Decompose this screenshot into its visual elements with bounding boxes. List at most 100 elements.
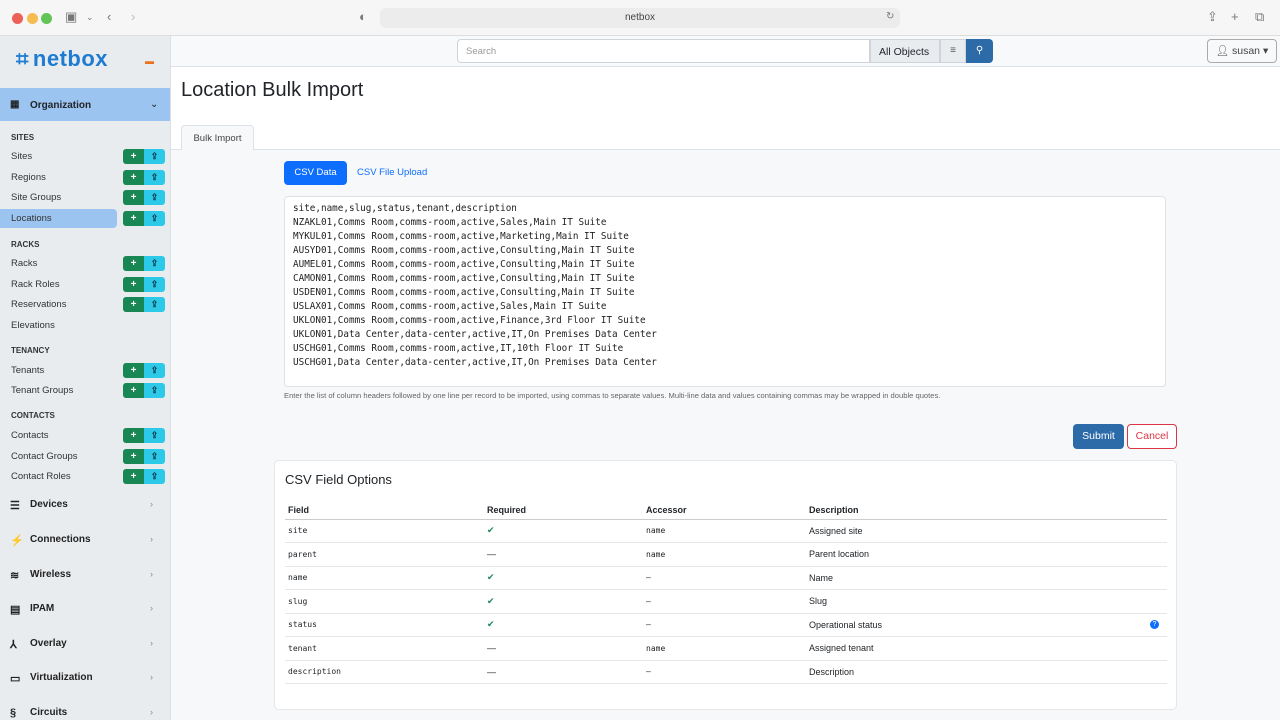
close-window-button[interactable] — [12, 13, 23, 24]
sidebar-item-regions[interactable]: Regions — [11, 172, 46, 183]
user-menu[interactable]: 👤︎ susan ▾ — [1207, 39, 1277, 63]
description-cell: Assigned site — [806, 519, 1167, 543]
add-icon[interactable]: + — [123, 363, 144, 378]
import-icon[interactable]: ⇪ — [144, 383, 165, 398]
sidebar: ⌗ netbox ▬ ▦ Organization ⌄ SITES Sites Reg… — [0, 36, 171, 720]
field-cell: name — [285, 566, 484, 590]
table-row: tenant — name Assigned tenant — [285, 636, 1167, 661]
caret-down-icon: ▾ — [1262, 45, 1269, 57]
import-icon[interactable]: ⇪ — [144, 170, 165, 185]
import-icon[interactable]: ⇪ — [144, 297, 165, 312]
new-tab-icon[interactable]: + — [1231, 9, 1239, 24]
user-icon: 👤︎ — [1215, 45, 1232, 57]
chevron-down-icon[interactable]: ⌄ — [86, 12, 94, 22]
add-icon[interactable]: + — [123, 211, 144, 226]
csv-data-textarea[interactable]: site,name,slug,status,tenant,description… — [284, 196, 1166, 387]
import-icon[interactable]: ⇪ — [144, 277, 165, 292]
chevron-down-icon: ⌄ — [150, 99, 159, 110]
url-bar[interactable]: netbox — [380, 8, 900, 28]
accessor-cell: — — [643, 589, 806, 614]
add-icon[interactable]: + — [123, 149, 144, 164]
add-icon[interactable]: + — [123, 297, 144, 312]
search-input[interactable]: Search — [457, 39, 870, 63]
sidebar-group-circuits[interactable]: § Circuits › — [10, 707, 153, 719]
reload-icon[interactable]: ↻ — [886, 11, 895, 22]
cancel-button[interactable]: Cancel — [1127, 424, 1177, 449]
add-icon[interactable]: + — [123, 428, 144, 443]
accessor-cell: — — [643, 660, 806, 684]
import-icon[interactable]: ⇪ — [144, 469, 165, 484]
minimize-window-button[interactable] — [27, 13, 38, 24]
sidebar-item-contact-groups[interactable]: Contact Groups — [11, 451, 78, 462]
sidebar-item-tenant-groups[interactable]: Tenant Groups — [11, 385, 74, 396]
column-header: Field — [285, 501, 484, 520]
sidebar-item-contact-roles[interactable]: Contact Roles — [11, 471, 71, 482]
help-icon[interactable]: ? — [1150, 619, 1159, 629]
add-icon[interactable]: + — [123, 449, 144, 464]
field-cell: slug — [285, 589, 484, 614]
import-icon[interactable]: ⇪ — [144, 211, 165, 226]
sidebar-item-racks[interactable]: Racks — [11, 258, 38, 269]
tab-overview-icon[interactable]: ⧉ — [1255, 9, 1265, 24]
server-icon: ☰ — [10, 500, 20, 512]
sidebar-group-overlay[interactable]: ⅄ Overlay › — [10, 638, 153, 651]
add-icon[interactable]: + — [123, 190, 144, 205]
item-actions: + ⇪ — [123, 297, 165, 312]
import-icon[interactable]: ⇪ — [144, 363, 165, 378]
item-actions: + ⇪ — [123, 363, 165, 378]
item-actions: + ⇪ — [123, 149, 165, 164]
tab-csv-data[interactable]: CSV Data — [284, 161, 347, 185]
import-icon[interactable]: ⇪ — [144, 190, 165, 205]
sidebar-item-rack-roles[interactable]: Rack Roles — [11, 279, 60, 290]
import-icon[interactable]: ⇪ — [144, 449, 165, 464]
add-icon[interactable]: + — [123, 469, 144, 484]
table-row: description — — Description — [285, 660, 1167, 684]
sidebar-item-site-groups[interactable]: Site Groups — [11, 192, 62, 203]
tab-bulk-import[interactable]: Bulk Import — [181, 125, 254, 150]
sidebar-item-contacts[interactable]: Contacts — [11, 430, 49, 441]
sidebar-item-locations[interactable]: Locations — [0, 209, 117, 228]
forward-icon[interactable]: › — [131, 9, 136, 24]
column-header: Accessor — [643, 501, 806, 520]
chevron-right-icon: › — [150, 569, 153, 579]
sidebar-group-devices[interactable]: ☰ Devices › — [10, 499, 153, 512]
sidebar-item-sites[interactable]: Sites — [11, 151, 33, 162]
add-icon[interactable]: + — [123, 277, 144, 292]
sidebar-group-ipam[interactable]: ▤ IPAM › — [10, 603, 153, 616]
column-header: Required — [484, 501, 643, 520]
chevron-right-icon: › — [150, 672, 153, 682]
tab-csv-file-upload[interactable]: CSV File Upload — [357, 167, 428, 178]
import-icon[interactable]: ⇪ — [144, 149, 165, 164]
sidebar-item-tenants[interactable]: Tenants — [11, 365, 45, 376]
share-icon[interactable]: ⇪ — [1207, 9, 1218, 24]
sidebar-toggle-icon[interactable]: ▣ — [65, 9, 78, 24]
search-scope-dropdown[interactable]: All Objects — [870, 39, 940, 63]
add-icon[interactable]: + — [123, 256, 144, 271]
search-button[interactable]: ⚲ — [966, 39, 993, 63]
chevron-right-icon: › — [150, 707, 153, 717]
add-icon[interactable]: + — [123, 383, 144, 398]
sidebar-item-elevations[interactable]: Elevations — [11, 320, 55, 331]
tab-divider — [171, 149, 1280, 150]
import-icon[interactable]: ⇪ — [144, 256, 165, 271]
chevron-right-icon: › — [150, 534, 153, 544]
sidebar-item-reservations[interactable]: Reservations — [11, 299, 67, 310]
filter-icon[interactable]: ≡ — [940, 39, 966, 63]
maximize-window-button[interactable] — [41, 13, 52, 24]
netbox-logo[interactable]: ⌗ netbox — [12, 46, 108, 72]
required-cell: — — [484, 660, 643, 684]
sidebar-group-wireless[interactable]: ≋ Wireless › — [10, 569, 153, 582]
import-icon[interactable]: ⇪ — [144, 428, 165, 443]
pin-icon[interactable]: ▬ — [145, 56, 154, 66]
building-icon: ▦ — [10, 99, 20, 110]
sidebar-group-connections[interactable]: ⚡ Connections › — [10, 534, 153, 547]
wifi-icon: ≋ — [10, 570, 20, 582]
sidebar-group-virtualization[interactable]: ▭ Virtualization › — [10, 672, 153, 685]
submit-button[interactable]: Submit — [1073, 424, 1124, 449]
back-icon[interactable]: ‹ — [107, 9, 112, 24]
description-cell: Assigned tenant — [806, 636, 1167, 661]
item-actions: + ⇪ — [123, 277, 165, 292]
top-navbar: Search All Objects ≡ ⚲ 👤︎ susan ▾ — [171, 36, 1280, 67]
sidebar-group-organization[interactable]: ▦ Organization ⌄ — [0, 88, 170, 121]
add-icon[interactable]: + — [123, 170, 144, 185]
